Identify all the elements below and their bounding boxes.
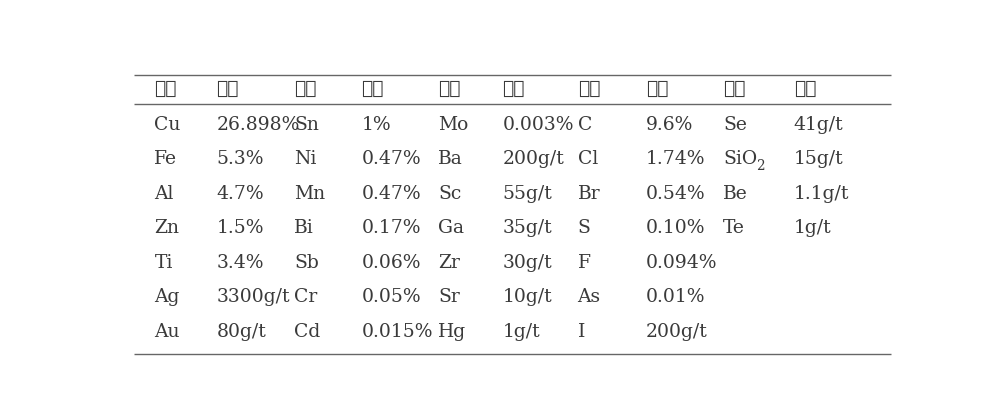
Text: 30g/t: 30g/t: [502, 254, 552, 271]
Text: 0.06%: 0.06%: [361, 254, 421, 271]
Text: Mn: Mn: [294, 185, 325, 203]
Text: 55g/t: 55g/t: [502, 185, 552, 203]
Text: Br: Br: [578, 185, 600, 203]
Text: 0.47%: 0.47%: [361, 150, 421, 168]
Text: C: C: [578, 116, 592, 134]
Text: 0.10%: 0.10%: [646, 219, 705, 237]
Text: 成分: 成分: [438, 80, 461, 98]
Text: As: As: [578, 288, 601, 306]
Text: 26.898%: 26.898%: [216, 116, 300, 134]
Text: Hg: Hg: [438, 322, 466, 341]
Text: Fe: Fe: [154, 150, 177, 168]
Text: 0.05%: 0.05%: [361, 288, 421, 306]
Text: Sb: Sb: [294, 254, 319, 271]
Text: 含量: 含量: [361, 80, 384, 98]
Text: 含量: 含量: [502, 80, 525, 98]
Text: 200g/t: 200g/t: [646, 322, 708, 341]
Text: Bi: Bi: [294, 219, 314, 237]
Text: F: F: [578, 254, 591, 271]
Text: 成分: 成分: [154, 80, 177, 98]
Text: Al: Al: [154, 185, 174, 203]
Text: S: S: [578, 219, 590, 237]
Text: Sc: Sc: [438, 185, 461, 203]
Text: 1.1g/t: 1.1g/t: [794, 185, 849, 203]
Text: Be: Be: [723, 185, 748, 203]
Text: I: I: [578, 322, 585, 341]
Text: 0.01%: 0.01%: [646, 288, 705, 306]
Text: SiO: SiO: [723, 150, 757, 168]
Text: Ti: Ti: [154, 254, 173, 271]
Text: 成分: 成分: [723, 80, 746, 98]
Text: Se: Se: [723, 116, 747, 134]
Text: 0.47%: 0.47%: [361, 185, 421, 203]
Text: Ga: Ga: [438, 219, 464, 237]
Text: Zr: Zr: [438, 254, 460, 271]
Text: Cu: Cu: [154, 116, 181, 134]
Text: 含量: 含量: [794, 80, 816, 98]
Text: Ag: Ag: [154, 288, 180, 306]
Text: Cr: Cr: [294, 288, 317, 306]
Text: 10g/t: 10g/t: [502, 288, 552, 306]
Text: Mo: Mo: [438, 116, 468, 134]
Text: 41g/t: 41g/t: [794, 116, 843, 134]
Text: Cd: Cd: [294, 322, 320, 341]
Text: 15g/t: 15g/t: [794, 150, 843, 168]
Text: 含量: 含量: [216, 80, 239, 98]
Text: 成分: 成分: [578, 80, 600, 98]
Text: Sn: Sn: [294, 116, 319, 134]
Text: Cl: Cl: [578, 150, 598, 168]
Text: 1g/t: 1g/t: [794, 219, 831, 237]
Text: 5.3%: 5.3%: [216, 150, 264, 168]
Text: 0.54%: 0.54%: [646, 185, 705, 203]
Text: 2: 2: [756, 159, 764, 173]
Text: 3.4%: 3.4%: [216, 254, 264, 271]
Text: 80g/t: 80g/t: [216, 322, 266, 341]
Text: 35g/t: 35g/t: [502, 219, 552, 237]
Text: 0.015%: 0.015%: [361, 322, 433, 341]
Text: Zn: Zn: [154, 219, 179, 237]
Text: Sr: Sr: [438, 288, 460, 306]
Text: 含量: 含量: [646, 80, 668, 98]
Text: Ni: Ni: [294, 150, 316, 168]
Text: 9.6%: 9.6%: [646, 116, 693, 134]
Text: 1g/t: 1g/t: [502, 322, 540, 341]
Text: 3300g/t: 3300g/t: [216, 288, 290, 306]
Text: Te: Te: [723, 219, 745, 237]
Text: 0.003%: 0.003%: [502, 116, 574, 134]
Text: 0.094%: 0.094%: [646, 254, 717, 271]
Text: 200g/t: 200g/t: [502, 150, 564, 168]
Text: Ba: Ba: [438, 150, 463, 168]
Text: 成分: 成分: [294, 80, 316, 98]
Text: 1.74%: 1.74%: [646, 150, 705, 168]
Text: 4.7%: 4.7%: [216, 185, 264, 203]
Text: 1.5%: 1.5%: [216, 219, 264, 237]
Text: Au: Au: [154, 322, 180, 341]
Text: 1%: 1%: [361, 116, 391, 134]
Text: 0.17%: 0.17%: [361, 219, 421, 237]
